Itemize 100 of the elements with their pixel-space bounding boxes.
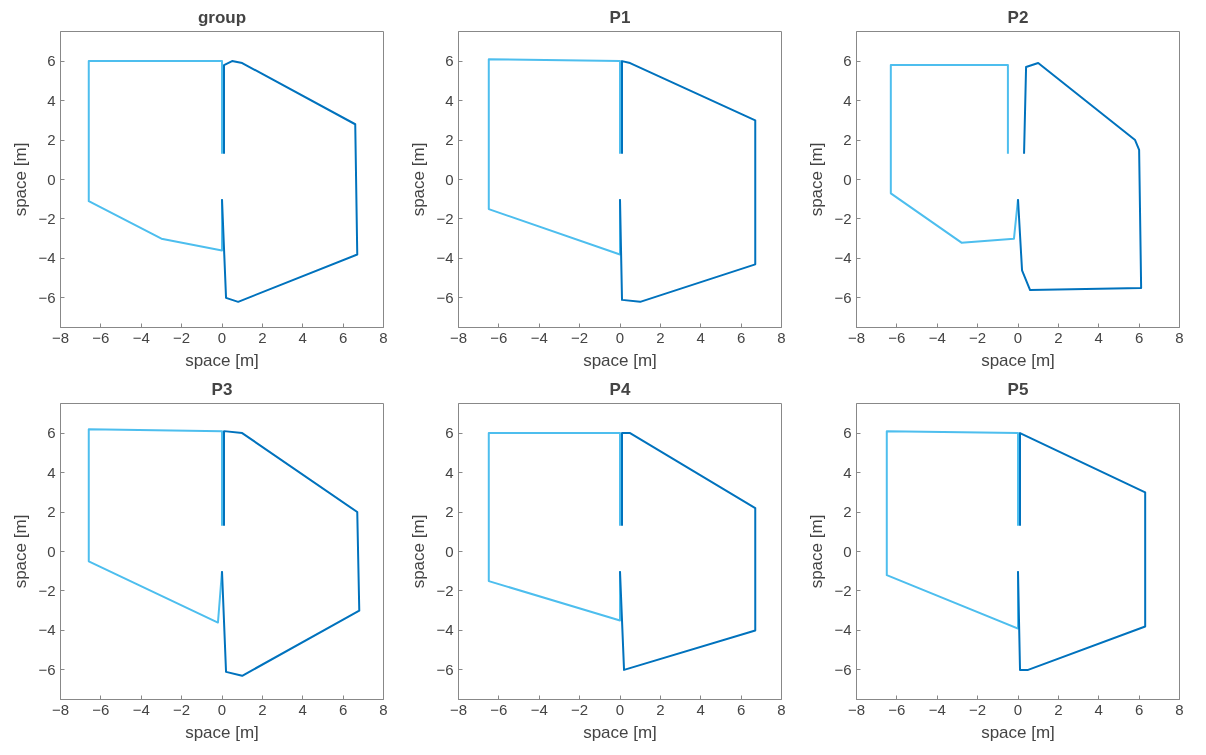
y-tick-label: 2 [47,503,56,521]
x-tick-label: −8 [847,700,866,718]
y-tick-label: −6 [38,660,56,678]
x-tick-label: 0 [1013,328,1023,346]
chart-title: P2 [1007,7,1029,27]
y-tick-label: 2 [843,503,852,521]
y-tick-label: 4 [843,91,852,109]
y-axis-title: space [m] [11,514,31,589]
x-tick-label: −2 [571,700,589,718]
y-tick-label: 2 [445,503,454,521]
x-tick-label: −6 [888,328,906,346]
x-tick-label: −4 [132,328,150,346]
x-tick-label: 8 [777,328,786,346]
x-tick-label: 4 [298,700,307,718]
y-tick-label: 4 [445,463,454,481]
y-tick-label: −4 [834,249,852,267]
y-tick-label: 0 [47,170,56,188]
y-tick-label: −4 [38,249,56,267]
y-tick-label: 4 [47,463,56,481]
y-tick-label: −6 [436,288,454,306]
y-tick-label: 2 [445,131,454,149]
y-tick-label: −2 [834,581,852,599]
x-tick-label: −8 [449,700,468,718]
x-tick-label: −4 [530,700,548,718]
y-tick-label: 0 [843,542,852,560]
x-tick-label: −8 [51,328,70,346]
y-tick-label: 4 [843,463,852,481]
x-tick-label: −6 [490,700,508,718]
y-axis-title: space [m] [807,142,827,217]
x-axis-title: space [m] [583,722,657,742]
y-tick-label: −6 [834,288,852,306]
x-tick-label: 6 [338,700,348,718]
chart-title: P4 [609,379,631,399]
x-tick-label: 0 [217,700,227,718]
x-tick-label: −8 [51,700,70,718]
y-tick-label: 0 [47,542,56,560]
y-tick-label: 0 [445,170,454,188]
x-tick-label: −6 [888,700,906,718]
x-tick-label: 2 [656,328,665,346]
y-tick-label: 6 [843,52,852,70]
x-tick-label: 4 [298,328,307,346]
x-tick-label: −4 [530,328,548,346]
x-tick-label: −2 [173,700,191,718]
x-tick-label: 8 [777,700,786,718]
y-axis-title: space [m] [409,514,429,589]
x-tick-label: 6 [736,328,746,346]
x-tick-label: 2 [1054,328,1063,346]
y-axis-title: space [m] [11,142,31,217]
y-tick-label: 4 [445,91,454,109]
x-tick-label: −4 [928,328,946,346]
x-tick-label: 2 [258,700,267,718]
x-tick-label: −8 [847,328,866,346]
x-tick-label: −6 [92,700,110,718]
y-tick-label: 6 [843,424,852,442]
y-tick-label: 6 [47,52,56,70]
x-tick-label: −2 [173,328,191,346]
x-tick-label: 6 [338,328,348,346]
x-tick-label: 4 [1094,328,1103,346]
y-tick-label: 0 [445,542,454,560]
y-tick-label: −4 [834,621,852,639]
y-tick-label: −2 [834,209,852,227]
chart-title: P5 [1007,379,1029,399]
x-axis-title: space [m] [185,722,259,742]
x-tick-label: 0 [1013,700,1023,718]
x-tick-label: 6 [736,700,746,718]
y-tick-label: −4 [436,249,454,267]
x-tick-label: 8 [1175,328,1184,346]
x-tick-label: 8 [1175,700,1184,718]
x-tick-label: 0 [615,328,625,346]
y-axis-title: space [m] [409,142,429,217]
x-axis-title: space [m] [981,350,1055,370]
x-tick-label: 2 [1054,700,1063,718]
chart-title: group [197,7,247,27]
y-tick-label: −2 [38,581,56,599]
chart-title: P1 [609,7,631,27]
y-tick-label: 4 [47,91,56,109]
x-axis-title: space [m] [583,350,657,370]
y-tick-label: −6 [38,288,56,306]
x-axis-title: space [m] [185,350,259,370]
x-tick-label: −6 [490,328,508,346]
x-tick-label: 6 [1134,700,1144,718]
x-tick-label: 0 [615,700,625,718]
x-tick-label: −4 [928,700,946,718]
y-tick-label: −2 [38,209,56,227]
y-tick-label: 2 [843,131,852,149]
x-tick-label: 0 [217,328,227,346]
y-tick-label: 0 [843,170,852,188]
x-tick-label: −2 [969,700,987,718]
x-tick-label: 4 [696,700,705,718]
x-tick-label: 8 [379,328,388,346]
y-tick-label: 2 [47,131,56,149]
x-tick-label: 2 [258,328,267,346]
y-tick-label: −4 [436,621,454,639]
x-tick-label: −4 [132,700,150,718]
y-tick-label: 6 [445,52,454,70]
x-tick-label: 4 [696,328,705,346]
y-tick-label: −6 [436,660,454,678]
x-tick-label: −8 [449,328,468,346]
y-tick-label: −2 [436,209,454,227]
x-tick-label: 4 [1094,700,1103,718]
